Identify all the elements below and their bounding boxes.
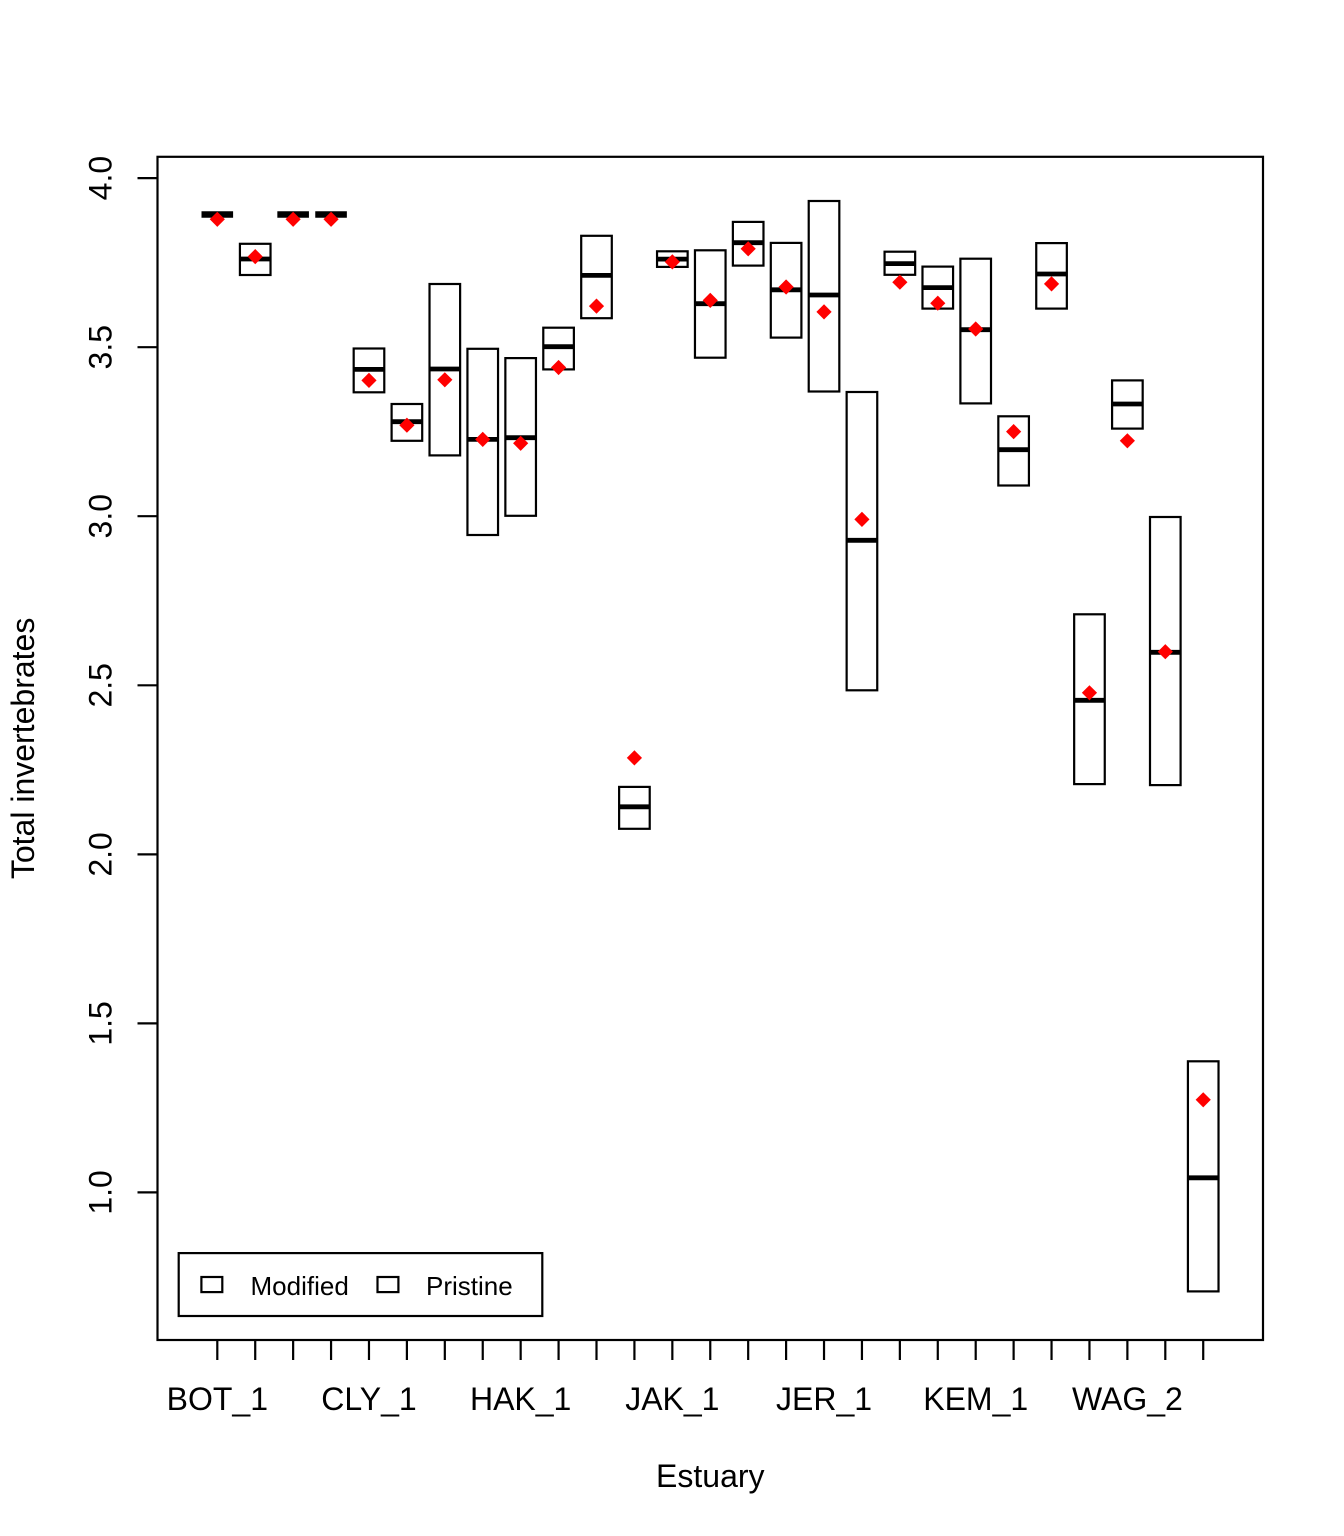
svg-text:1.0: 1.0: [83, 1170, 119, 1214]
svg-text:BOT_1: BOT_1: [167, 1381, 268, 1417]
svg-text:4.0: 4.0: [83, 156, 119, 200]
svg-text:CLY_1: CLY_1: [321, 1381, 416, 1417]
svg-text:Modified: Modified: [251, 1271, 349, 1301]
svg-text:Total invertebrates: Total invertebrates: [5, 618, 41, 879]
svg-text:2.5: 2.5: [83, 663, 119, 707]
svg-text:2.0: 2.0: [83, 832, 119, 876]
svg-text:1.5: 1.5: [83, 1001, 119, 1045]
svg-text:3.0: 3.0: [83, 494, 119, 538]
svg-text:KEM_1: KEM_1: [923, 1381, 1028, 1417]
svg-text:WAG_2: WAG_2: [1072, 1381, 1183, 1417]
svg-text:Pristine: Pristine: [426, 1271, 513, 1301]
svg-text:3.5: 3.5: [83, 325, 119, 369]
svg-text:JAK_1: JAK_1: [625, 1381, 719, 1417]
svg-text:JER_1: JER_1: [776, 1381, 872, 1417]
svg-text:HAK_1: HAK_1: [470, 1381, 571, 1417]
svg-text:Estuary: Estuary: [656, 1458, 764, 1494]
